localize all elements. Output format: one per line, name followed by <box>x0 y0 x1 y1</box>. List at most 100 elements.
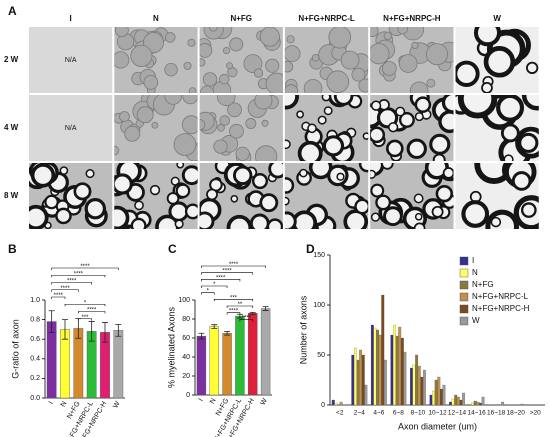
axon <box>358 78 369 93</box>
axon <box>164 62 178 77</box>
axon <box>286 35 295 44</box>
axon <box>166 192 180 205</box>
x-tick-label: I <box>48 400 55 405</box>
bar <box>196 335 207 396</box>
bar <box>501 401 505 406</box>
axon <box>252 173 268 190</box>
legend-label: N+FG+NRPC-L <box>472 292 529 301</box>
significance-bracket <box>51 289 79 292</box>
micrograph <box>199 27 283 93</box>
axon <box>358 163 369 173</box>
micrograph <box>455 27 539 93</box>
legend-label: N <box>472 268 478 277</box>
bar <box>373 327 377 406</box>
y-tick-label: 60 <box>182 335 190 342</box>
axon <box>254 95 273 110</box>
axon <box>296 110 305 119</box>
axon <box>259 27 280 47</box>
axon <box>414 96 432 113</box>
micrograph <box>455 95 539 161</box>
axon <box>284 60 294 73</box>
axon <box>124 125 141 142</box>
axon <box>233 165 253 186</box>
significance-bracket <box>51 274 106 278</box>
bar <box>383 359 387 406</box>
legend-swatch <box>459 268 469 278</box>
axon <box>188 87 197 93</box>
column-label: I <box>70 14 72 23</box>
axon <box>333 95 354 106</box>
micrograph <box>199 163 283 229</box>
bar <box>412 364 416 406</box>
axon <box>213 139 228 154</box>
significance-label: ** <box>238 302 243 308</box>
bar <box>437 376 441 406</box>
legend-label: N+FG+NRPC-H <box>472 304 530 313</box>
axon <box>261 119 269 127</box>
bar <box>420 376 424 406</box>
y-axis-label: G-ratio of axon <box>10 319 20 379</box>
axon <box>326 70 350 93</box>
axon <box>413 193 424 204</box>
axon <box>151 121 159 129</box>
cells <box>455 27 539 93</box>
significance-bracket <box>51 296 66 299</box>
axon <box>30 163 56 188</box>
legend-label: N+FG <box>472 280 494 289</box>
axon <box>297 140 323 161</box>
legend-swatch <box>459 280 469 290</box>
cells <box>114 27 197 93</box>
bar <box>351 354 355 406</box>
axon <box>511 171 532 191</box>
bar <box>73 328 84 399</box>
micrograph: N/A <box>29 27 113 93</box>
significance-label: **** <box>229 262 239 268</box>
axon <box>114 51 130 69</box>
bar <box>60 329 70 399</box>
bar <box>417 365 421 406</box>
axon <box>483 46 516 78</box>
significance-label: **** <box>60 286 70 292</box>
x-tick-label: >20 <box>530 410 541 417</box>
axon <box>520 202 537 218</box>
cells <box>284 95 369 161</box>
y-tick-label: 100 <box>313 302 325 309</box>
axon <box>328 27 352 49</box>
y-tick-label: 100 <box>178 297 190 304</box>
micrograph <box>114 95 198 161</box>
axon <box>307 123 317 134</box>
axon <box>398 54 418 73</box>
significance-bracket <box>201 285 228 288</box>
bar <box>395 335 399 406</box>
bar <box>432 390 435 406</box>
axon <box>382 61 397 76</box>
axon <box>500 123 520 143</box>
x-tick-label: 2~4 <box>354 410 365 417</box>
cells <box>114 163 198 229</box>
axon <box>496 95 525 122</box>
y-axis-label: % myelinated Axons <box>166 306 176 388</box>
na-label: N/A <box>65 57 77 64</box>
significance-label: **** <box>67 279 77 285</box>
axon <box>284 95 299 110</box>
y-tick-label: 0.0 <box>30 395 40 402</box>
y-tick-label: 0.8 <box>30 316 40 323</box>
error-bar <box>249 311 256 315</box>
x-tick-label: 10~12 <box>428 410 447 417</box>
significance-label: **** <box>80 264 90 270</box>
significance-label: **** <box>54 293 64 299</box>
y-axis-label: Number of axons <box>298 295 308 364</box>
axon <box>284 196 290 206</box>
bar <box>410 367 413 406</box>
legend-swatch <box>459 304 469 314</box>
bar <box>359 349 363 406</box>
significance-bracket <box>51 267 119 270</box>
axon <box>370 212 381 222</box>
axon <box>426 78 436 88</box>
axon <box>321 95 331 102</box>
significance-bracket <box>213 299 254 302</box>
bar <box>434 379 438 406</box>
bar <box>390 334 394 406</box>
bar <box>235 315 245 396</box>
axon <box>284 211 297 229</box>
